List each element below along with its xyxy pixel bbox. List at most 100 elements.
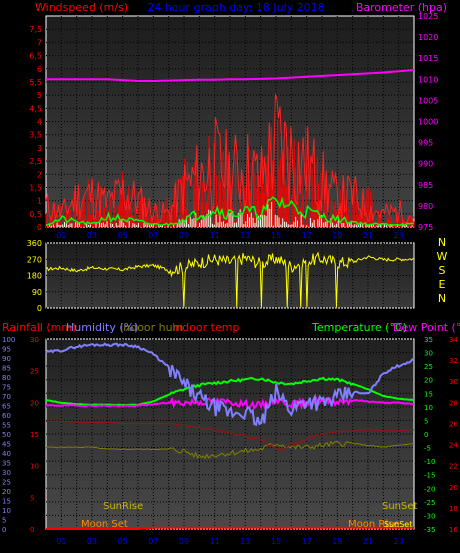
humidity-tick-label: 25 <box>2 479 11 487</box>
humidity-line <box>45 342 415 427</box>
climate-x-tick-label: 09 <box>179 537 189 546</box>
dewpoint-legend: Dew Point (°C) <box>393 321 460 334</box>
humidity-tick-label: 50 <box>2 431 11 439</box>
windspeed-tick-label: 6 <box>37 65 42 74</box>
temperature-legend: Temperature (°C) <box>311 321 407 334</box>
windspeed-tick-label: 4,5 <box>29 104 42 113</box>
humidity-tick-label: 5 <box>2 517 6 525</box>
temperature-line <box>45 376 415 407</box>
rainfall-legend: Rainfall (mm) <box>2 321 76 334</box>
temperature-tick-label: 30 <box>424 350 433 358</box>
temperature-tick-label: 10 <box>424 404 433 412</box>
windspeed-tick-label: 4 <box>37 118 42 127</box>
direction-line <box>45 251 415 308</box>
climate-x-tick-label: 13 <box>240 537 250 546</box>
indoor-temp-line <box>45 420 415 451</box>
windspeed-tick-label: 3,5 <box>29 131 42 140</box>
humidity-tick-label: 70 <box>2 393 11 401</box>
wind-grid <box>46 16 414 228</box>
compass-label: E <box>439 278 446 291</box>
temperature-tick-label: 15 <box>424 390 433 398</box>
indoor-temp-tick-label: 28 <box>449 399 458 407</box>
windspeed-line <box>45 94 415 226</box>
rainfall-line <box>46 526 414 530</box>
climate-grid <box>46 338 414 530</box>
humidity-tick-label: 10 <box>2 507 11 515</box>
direction-tick-label: 270 <box>27 255 42 264</box>
barometer-tick-label: 1015 <box>418 54 438 63</box>
windspeed-tick-label: 1,5 <box>29 183 42 192</box>
climate-x-tick-label: 23 <box>394 537 404 546</box>
windspeed-tick-label: 5,5 <box>29 78 42 87</box>
rainfall-tick-label: 30 <box>30 336 39 344</box>
temperature-tick-label: -15 <box>424 472 435 480</box>
sunset-label: SunSet <box>382 501 418 512</box>
rainfall-tick-label: 0 <box>30 526 34 534</box>
climate-x-tick-label: 17 <box>302 537 312 546</box>
windspeed-tick-label: 0,5 <box>29 210 42 219</box>
barometer-tick-label: 1000 <box>418 118 438 127</box>
humidity-tick-label: 45 <box>2 441 11 449</box>
humidity-tick-label: 90 <box>2 355 11 363</box>
indoor-temp-tick-label: 34 <box>449 336 458 344</box>
chart-title: 24 hour graph day: 18 July 2018 <box>147 1 324 14</box>
rainfall-tick-label: 10 <box>30 463 39 471</box>
indoor-temp-tick-label: 16 <box>449 526 458 534</box>
direction-grid <box>46 242 414 309</box>
climate-series <box>45 342 415 530</box>
indoor-temp-tick-label: 30 <box>449 378 458 386</box>
barometer-axis-title: Barometer (hpa) <box>356 1 447 14</box>
humidity-tick-label: 20 <box>2 488 11 496</box>
temperature-tick-label: 35 <box>424 336 433 344</box>
barometer-tick-label: 1005 <box>418 96 438 105</box>
wind-x-tick-label: 19 <box>332 231 342 240</box>
rainfall-tick-label: 25 <box>30 368 39 376</box>
wind-x-tick-label: 09 <box>179 231 189 240</box>
rainfall-tick-label: 5 <box>30 494 34 502</box>
humidity-tick-label: 30 <box>2 469 11 477</box>
dewpoint-line <box>45 394 415 411</box>
windspeed-tick-label: 2 <box>37 170 42 179</box>
temperature-tick-label: -35 <box>424 526 435 534</box>
humidity-tick-label: 0 <box>2 526 6 534</box>
windspeed-tick-label: 1 <box>37 197 42 206</box>
windspeed-tick-label: 0 <box>37 223 42 232</box>
average-wind-line <box>45 196 415 227</box>
windspeed-tick-label: 2,5 <box>29 157 42 166</box>
humidity-tick-label: 40 <box>2 450 11 458</box>
compass-label: S <box>439 264 446 277</box>
climate-x-tick-label: 11 <box>210 537 220 546</box>
direction-series <box>45 251 415 308</box>
indoor-temp-tick-label: 20 <box>449 484 458 492</box>
windspeed-tick-label: 3 <box>37 144 42 153</box>
temperature-tick-label: 0 <box>424 431 428 439</box>
climate-x-tick-label: 15 <box>271 537 281 546</box>
humidity-legend: Humidity (%) <box>66 321 138 334</box>
indoor-temp-tick-label: 32 <box>449 357 458 365</box>
humidity-tick-label: 80 <box>2 374 11 382</box>
direction-tick-label: 360 <box>27 239 42 248</box>
direction-tick-label: 90 <box>32 288 42 297</box>
sunset-small-label: SunSet <box>384 520 412 529</box>
indoor-humidity-line <box>45 440 415 460</box>
climate-x-tick-label: 03 <box>87 537 97 546</box>
moonset-label: Moon Set <box>81 519 128 530</box>
wind-x-tick-label: 11 <box>210 231 220 240</box>
indoor-temp-tick-label: 18 <box>449 505 458 513</box>
indoor-hum-legend: Indoor hum <box>120 321 183 334</box>
indoor-temp-legend: Indoor temp <box>172 321 239 334</box>
wind-x-tick-label: 23 <box>394 231 404 240</box>
wind-x-tick-label: 03 <box>87 231 97 240</box>
climate-x-tick-label: 01 <box>56 537 66 546</box>
barometer-tick-label: 1010 <box>418 75 438 84</box>
barometer-tick-label: 990 <box>418 160 433 169</box>
barometer-tick-label: 980 <box>418 202 433 211</box>
barometer-tick-label: 1025 <box>418 12 438 21</box>
windspeed-tick-label: 6,5 <box>29 52 42 61</box>
windspeed-tick-label: 5 <box>37 91 42 100</box>
humidity-tick-label: 85 <box>2 365 11 373</box>
humidity-tick-label: 35 <box>2 460 11 468</box>
climate-axis-ticks: -35-30-25-20-15-10-505101520253035051015… <box>2 336 458 546</box>
barometer-tick-label: 1020 <box>418 33 438 42</box>
